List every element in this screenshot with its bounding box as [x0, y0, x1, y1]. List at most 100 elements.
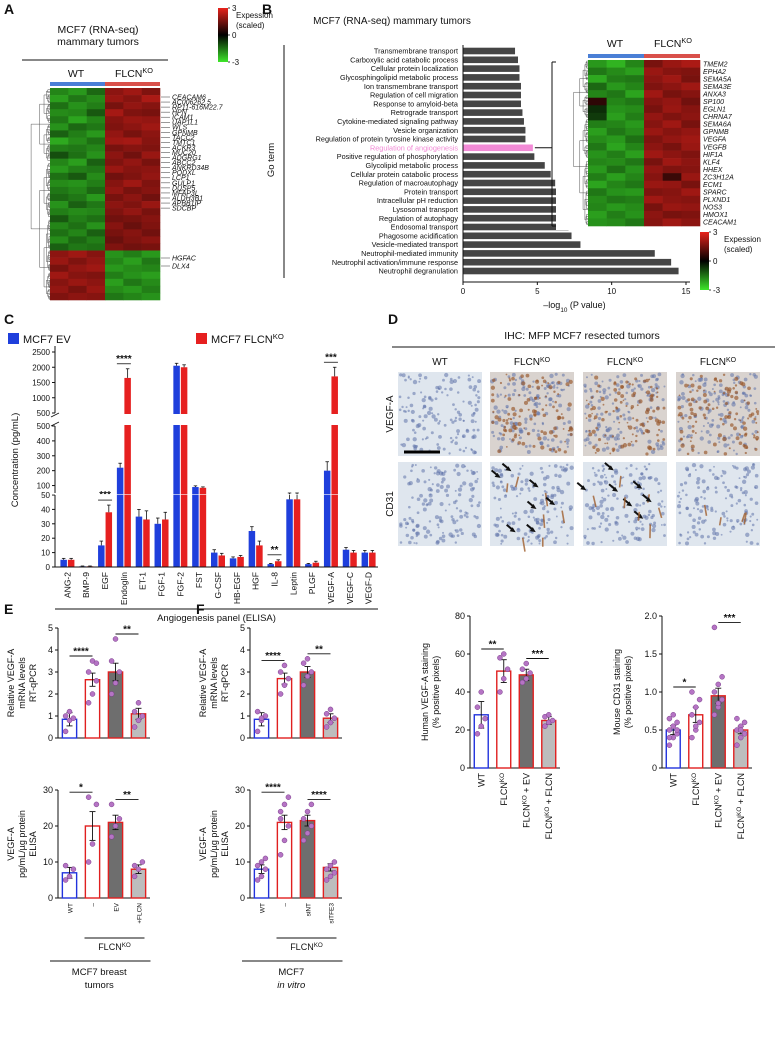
group-label: WT: [607, 38, 624, 50]
nucleus: [684, 481, 687, 484]
y-tick-label: 100: [37, 482, 51, 491]
heatmap-cell: [663, 98, 682, 106]
heatmap-cell: [663, 196, 682, 204]
heatmap-cell: [607, 113, 626, 121]
nucleus: [696, 481, 700, 485]
nucleus: [699, 464, 703, 468]
heatmap-cell: [123, 265, 142, 272]
x-tick-label: FGF-1: [157, 572, 167, 597]
stain: [491, 399, 495, 403]
heatmap-cell: [68, 222, 87, 229]
nucleus: [620, 380, 624, 384]
stain: [588, 414, 592, 418]
data-point: [301, 661, 306, 666]
heatmap-cell: [681, 166, 700, 174]
stain: [554, 401, 557, 404]
stain: [649, 395, 653, 399]
nucleus: [685, 467, 689, 471]
y-tick-label: 500: [37, 409, 51, 418]
gene-label: CEACAM1: [703, 220, 737, 227]
significance: ****: [265, 783, 281, 794]
data-point: [90, 842, 95, 847]
y-tick-label: 20: [41, 534, 50, 543]
nucleus: [449, 387, 453, 391]
nucleus: [585, 503, 589, 507]
axis-title-part: –log: [543, 300, 560, 310]
nucleus: [491, 431, 494, 434]
y-tick-label: 0: [652, 763, 657, 773]
nucleus: [415, 445, 418, 448]
nucleus: [557, 446, 560, 449]
data-point: [324, 867, 329, 872]
heatmap-cell: [68, 208, 87, 215]
stain: [653, 448, 656, 451]
nucleus: [530, 542, 532, 544]
nucleus: [437, 446, 441, 450]
stain: [606, 411, 608, 413]
stain: [690, 440, 692, 442]
stain: [716, 407, 718, 409]
nucleus: [664, 506, 666, 508]
nucleus: [681, 392, 685, 396]
heatmap-cell: [87, 229, 106, 236]
heatmap-cell: [588, 128, 607, 136]
stain: [543, 431, 547, 435]
nucleus: [544, 387, 547, 390]
nucleus: [496, 485, 500, 489]
stain: [620, 401, 623, 404]
heatmap-cell: [644, 181, 663, 189]
stain: [515, 427, 518, 430]
heatmap-cell: [681, 75, 700, 83]
nucleus: [747, 469, 751, 473]
nucleus: [723, 523, 727, 527]
x-tick-label-part: + FLCN: [736, 773, 746, 807]
nucleus: [438, 435, 442, 439]
nucleus: [604, 474, 606, 476]
axis-title: RT-qPCR: [28, 663, 38, 702]
stain: [633, 427, 636, 430]
nucleus: [652, 524, 656, 528]
nucleus: [603, 391, 606, 394]
category-label: Neutrophil-mediated immunity: [361, 249, 458, 258]
bar: [237, 557, 244, 567]
stain: [588, 403, 590, 405]
nucleus: [413, 437, 417, 441]
nucleus: [418, 381, 420, 383]
nucleus: [458, 488, 462, 492]
nucleus: [693, 507, 695, 509]
nucleus: [660, 505, 662, 507]
y-tick-label: 5: [48, 623, 53, 633]
nucleus: [618, 388, 620, 390]
stain: [689, 391, 692, 394]
nucleus: [451, 421, 454, 424]
bar: [463, 145, 533, 152]
nucleus: [514, 410, 516, 412]
gene-label: HIF1A: [703, 152, 723, 159]
nucleus: [736, 502, 738, 504]
stain: [615, 406, 617, 408]
nucleus: [699, 528, 701, 530]
nucleus: [610, 507, 614, 511]
nucleus: [472, 434, 476, 438]
heatmap-cell: [644, 203, 663, 211]
y-tick-label: 1500: [32, 379, 50, 388]
nucleus: [630, 464, 633, 467]
nucleus: [678, 542, 681, 545]
nucleus: [512, 393, 515, 396]
stain: [558, 416, 561, 419]
heatmap-cell: [142, 194, 161, 201]
heatmap-cell: [105, 88, 124, 95]
nucleus: [663, 523, 666, 526]
nucleus: [730, 519, 733, 522]
nucleus: [400, 444, 402, 446]
bar: [497, 671, 511, 768]
nucleus: [452, 520, 456, 524]
heatmap-cell: [588, 166, 607, 174]
nucleus: [654, 477, 658, 481]
heatmap-cell: [607, 158, 626, 166]
stain: [548, 385, 552, 389]
nucleus: [685, 541, 689, 545]
gene-label: HMOX1: [703, 212, 728, 219]
nucleus: [679, 380, 683, 384]
nucleus: [531, 531, 534, 534]
